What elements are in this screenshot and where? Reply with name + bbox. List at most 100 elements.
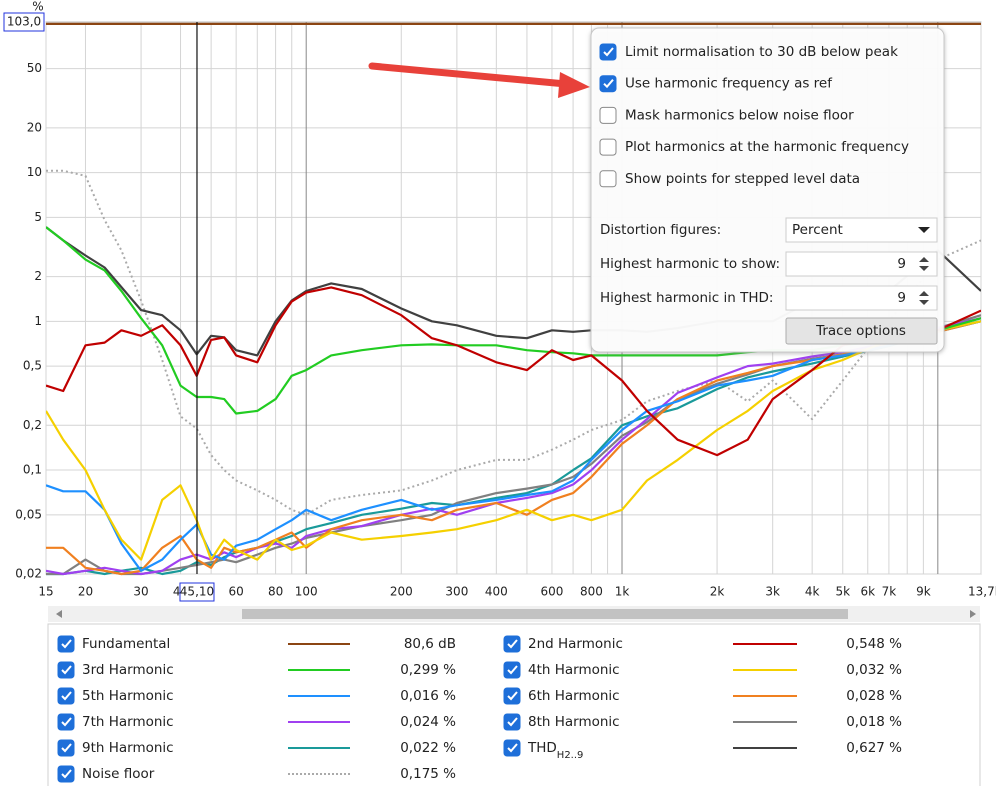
y-tick-label: 20 [27, 120, 42, 134]
select-value[interactable]: Percent [792, 222, 843, 238]
legend-label[interactable]: 5th Harmonic [82, 688, 174, 704]
checkbox[interactable] [599, 43, 617, 61]
checkmark[interactable] [61, 717, 72, 727]
checkbox[interactable] [599, 75, 617, 93]
checkmark[interactable] [507, 717, 518, 727]
checkmark[interactable] [603, 47, 614, 57]
spinner-value[interactable]: 9 [897, 290, 906, 306]
x-tick-label: 2k [710, 585, 725, 599]
option-label: Plot harmonics at the harmonic frequency [625, 139, 909, 155]
y-tick-label: 0,5 [23, 359, 42, 373]
checkbox[interactable] [57, 661, 75, 679]
scrollbar[interactable] [48, 606, 980, 622]
spinner-value[interactable]: 9 [897, 256, 906, 272]
spinner[interactable] [785, 285, 938, 311]
checkbox[interactable] [599, 170, 617, 188]
legend-label[interactable]: 6th Harmonic [528, 688, 620, 704]
checkmark[interactable] [507, 665, 518, 675]
checkbox[interactable] [57, 713, 75, 731]
legend-reading: 0,016 % [400, 688, 456, 704]
legend-label[interactable]: THDH2..9 [527, 740, 583, 761]
checkbox[interactable] [57, 765, 75, 783]
x-tick-label: 60 [228, 585, 243, 599]
option-label: Show points for stepped level data [625, 171, 860, 187]
checkbox[interactable] [57, 635, 75, 653]
series-line [46, 320, 981, 561]
checkmark[interactable] [61, 639, 72, 649]
legend-reading: 80,6 dB [404, 636, 456, 652]
legend-reading: 0,627 % [846, 740, 902, 756]
x-tick-label: 200 [390, 585, 413, 599]
spin-down[interactable] [919, 266, 929, 271]
checkmark[interactable] [507, 639, 518, 649]
checkbox[interactable] [599, 138, 617, 156]
x-tick-label: 6k [860, 585, 875, 599]
legend-label[interactable]: 3rd Harmonic [82, 662, 174, 678]
legend-label[interactable]: 8th Harmonic [528, 714, 620, 730]
checkbox[interactable] [503, 687, 521, 705]
scroll-left[interactable] [56, 610, 62, 618]
spinner[interactable] [785, 251, 938, 277]
button-label[interactable]: Trace options [815, 323, 906, 339]
x-tick-label: 30 [133, 585, 148, 599]
checkbox[interactable] [57, 739, 75, 757]
checkbox[interactable] [503, 739, 521, 757]
checkmark[interactable] [61, 691, 72, 701]
button[interactable] [785, 317, 938, 345]
legend-label[interactable]: 9th Harmonic [82, 740, 174, 756]
checkmark[interactable] [61, 743, 72, 753]
checkbox[interactable] [503, 661, 521, 679]
y-unit: % [32, 0, 43, 14]
checkmark[interactable] [61, 665, 72, 675]
checkbox[interactable] [599, 106, 617, 124]
field-label: Highest harmonic to show: [600, 256, 780, 272]
x-tick-label: 15 [38, 585, 53, 599]
y-tick-label: 0,02 [15, 567, 42, 581]
checkmark[interactable] [507, 691, 518, 701]
y-tick-label: 0,1 [23, 463, 42, 477]
legend-reading: 0,022 % [400, 740, 456, 756]
series-line [46, 320, 981, 572]
legend-reading: 0,548 % [846, 636, 902, 652]
legend-label-sub: H2..9 [557, 750, 584, 761]
legend-reading: 0,028 % [846, 688, 902, 704]
legend-reading: 0,032 % [846, 662, 902, 678]
legend-box [47, 623, 981, 786]
legend-label[interactable]: 4th Harmonic [528, 662, 620, 678]
legend-reading: 0,299 % [400, 662, 456, 678]
option-label: Mask harmonics below noise floor [625, 107, 854, 123]
annotation-arrow [368, 62, 590, 98]
checkmark[interactable] [603, 79, 614, 89]
spin-up[interactable] [919, 257, 929, 262]
option-label: Limit normalisation to 30 dB below peak [625, 44, 898, 60]
checkmark[interactable] [61, 769, 72, 779]
x-tick-label: 5k [835, 585, 850, 599]
select-arrow[interactable] [918, 227, 930, 233]
legend-label[interactable]: Fundamental [82, 636, 170, 652]
legend-label[interactable]: 7th Harmonic [82, 714, 174, 730]
checkbox[interactable] [503, 635, 521, 653]
checkmark[interactable] [507, 743, 518, 753]
field-label: Distortion figures: [600, 222, 721, 238]
checkbox[interactable] [57, 687, 75, 705]
y-tick-label: 50 [27, 61, 42, 75]
legend-label[interactable]: 2nd Harmonic [528, 636, 623, 652]
x-tick-label: 800 [580, 585, 603, 599]
x-tick-label: 80 [268, 585, 283, 599]
legend-label[interactable]: Noise floor [82, 766, 155, 782]
checkbox[interactable] [503, 713, 521, 731]
scroll-thumb[interactable] [242, 609, 848, 619]
series-line [46, 320, 981, 576]
x-tick-label: 3k [765, 585, 780, 599]
select[interactable] [785, 217, 938, 243]
x-tick-label: 100 [295, 585, 318, 599]
spin-down[interactable] [919, 300, 929, 305]
spin-up[interactable] [919, 291, 929, 296]
series-line [46, 286, 981, 457]
arrow-head [558, 72, 590, 98]
option-label: Use harmonic frequency as ref [625, 76, 833, 92]
scroll-right[interactable] [970, 610, 976, 618]
series-line [46, 320, 981, 576]
x-tick-label: 1k [615, 585, 630, 599]
